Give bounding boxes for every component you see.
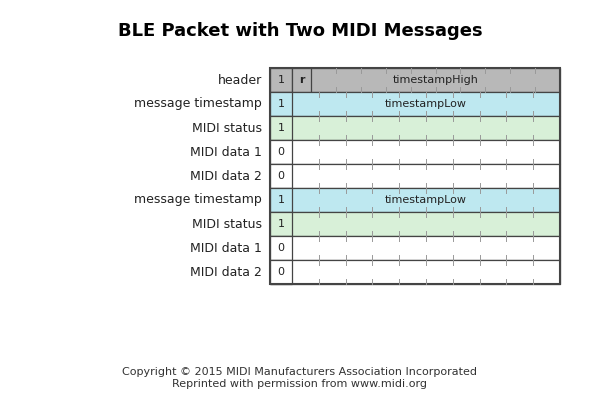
Text: Copyright © 2015 MIDI Manufacturers Association Incorporated
Reprinted with perm: Copyright © 2015 MIDI Manufacturers Asso…: [122, 367, 478, 389]
Text: message timestamp: message timestamp: [134, 194, 262, 207]
Bar: [292, 68, 311, 92]
Text: 1: 1: [277, 195, 284, 205]
Text: timestampLow: timestampLow: [385, 195, 467, 205]
Bar: [270, 212, 560, 236]
Text: 0: 0: [277, 171, 284, 181]
Text: timestampLow: timestampLow: [385, 99, 467, 109]
Text: 0: 0: [277, 267, 284, 277]
Bar: [270, 188, 560, 212]
Bar: [270, 68, 560, 92]
Text: 1: 1: [277, 219, 284, 229]
Bar: [270, 140, 560, 164]
Bar: [270, 164, 292, 188]
Bar: [270, 68, 292, 92]
Bar: [270, 236, 560, 260]
Bar: [270, 212, 292, 236]
Text: MIDI data 1: MIDI data 1: [190, 146, 262, 158]
Bar: [270, 260, 560, 284]
Bar: [270, 116, 560, 140]
Text: header: header: [218, 73, 262, 87]
Text: timestampHigh: timestampHigh: [392, 75, 478, 85]
Bar: [270, 164, 560, 188]
Text: MIDI status: MIDI status: [192, 122, 262, 134]
Text: MIDI data 2: MIDI data 2: [190, 170, 262, 182]
Text: 1: 1: [277, 123, 284, 133]
Text: BLE Packet with Two MIDI Messages: BLE Packet with Two MIDI Messages: [118, 22, 482, 40]
Text: message timestamp: message timestamp: [134, 97, 262, 111]
Text: 1: 1: [277, 99, 284, 109]
Text: MIDI data 1: MIDI data 1: [190, 241, 262, 255]
Bar: [270, 140, 292, 164]
Bar: [270, 236, 292, 260]
Bar: [270, 92, 560, 116]
Text: 0: 0: [277, 147, 284, 157]
Bar: [270, 92, 292, 116]
Text: r: r: [299, 75, 304, 85]
Bar: [270, 188, 292, 212]
Text: MIDI status: MIDI status: [192, 217, 262, 231]
Text: 1: 1: [277, 75, 284, 85]
Bar: [270, 260, 292, 284]
Text: 0: 0: [277, 243, 284, 253]
Bar: [270, 116, 292, 140]
Text: MIDI data 2: MIDI data 2: [190, 265, 262, 279]
